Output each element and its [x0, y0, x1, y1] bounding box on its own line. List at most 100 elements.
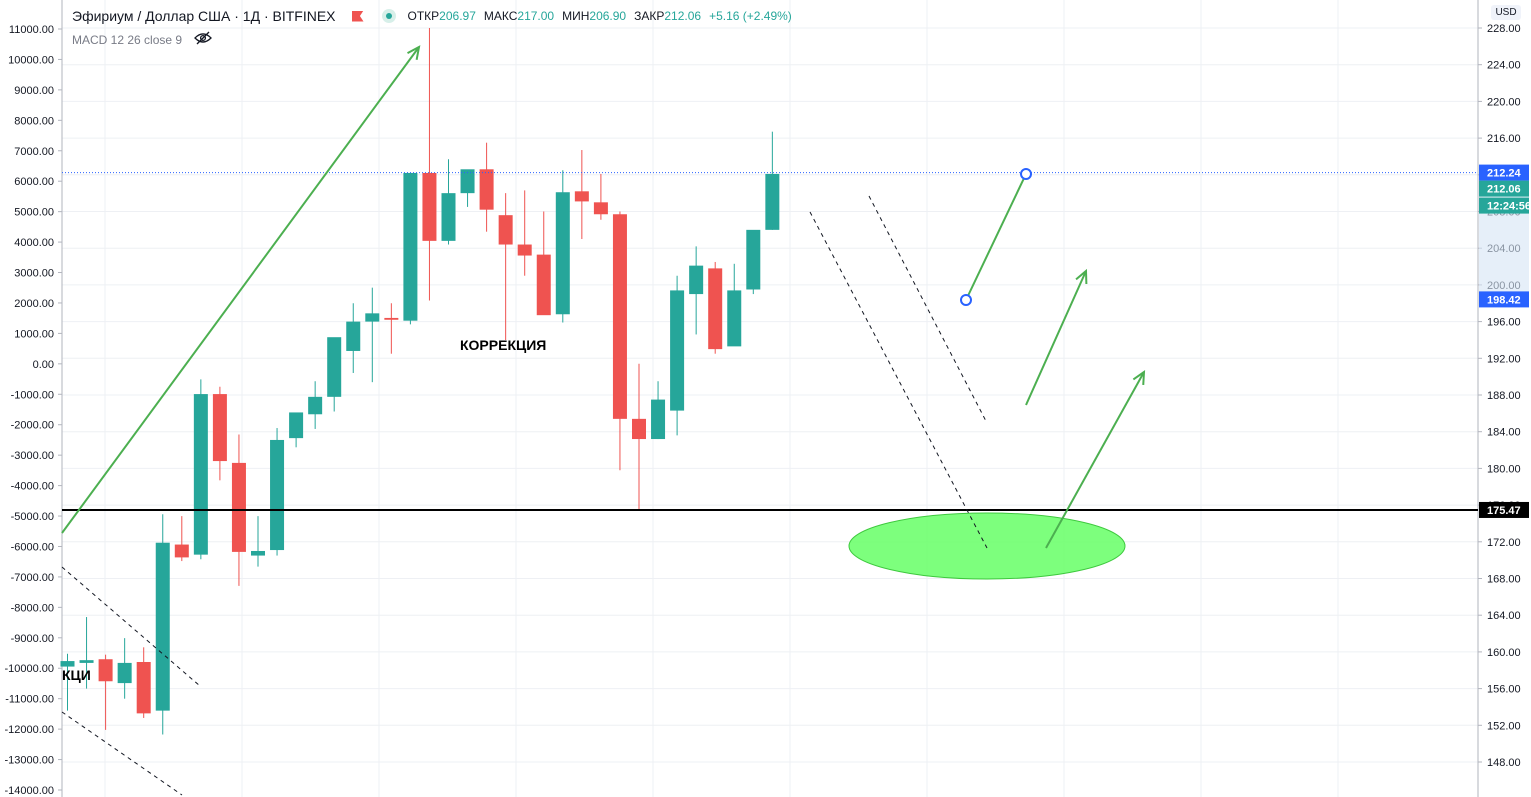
close-badge: 212.06	[1479, 180, 1529, 197]
target-line	[965, 173, 1027, 301]
last-price-badge-bg	[1479, 164, 1529, 181]
close-value: 212.06	[664, 9, 702, 23]
indicator-label[interactable]: MACD 12 26 close 9	[72, 32, 183, 47]
close-badge-bg	[1479, 180, 1529, 197]
macd-tick-label: 9000.00	[14, 85, 54, 97]
macd-tick-label: -5000.00	[11, 511, 54, 523]
price-tick-label: 168.00	[1487, 574, 1521, 586]
price-tick-label: 216.00	[1487, 133, 1521, 145]
arrow-head	[407, 45, 421, 60]
dashed-trend-line	[868, 195, 988, 424]
ohlc-values: ОТКР206.97 МАКС217.00 МИН206.90 ЗАКР212.…	[408, 9, 792, 23]
candle-down	[536, 254, 551, 316]
arrow-shaft	[1025, 270, 1087, 406]
macd-tick-label: 10000.00	[8, 54, 54, 66]
price-tick-label: 228.00	[1487, 23, 1521, 35]
close-label: ЗАКР	[634, 9, 665, 23]
candle-up	[555, 192, 570, 315]
marker-badge: 198.42	[1479, 291, 1529, 308]
support-badge-text: 175.47	[1487, 505, 1521, 517]
symbol-title[interactable]: Эфириум / Доллар США · 1Д · BITFINEX	[72, 8, 336, 24]
macd-tick-label: 4000.00	[14, 237, 54, 249]
macd-axis: 11000.00 10000.00 9000.00 8000.00 7000.00 600…	[4, 0, 63, 797]
price-tick-label: 156.00	[1487, 684, 1521, 696]
macd-tick-label: -1000.00	[11, 389, 54, 401]
price-tick-label: 184.00	[1487, 427, 1521, 439]
price-tick-label: 152.00	[1487, 720, 1521, 732]
last-price-badge: 212.24	[1479, 164, 1529, 181]
candle-up	[689, 265, 704, 295]
arrow-head	[1132, 369, 1146, 386]
candle-up	[460, 169, 475, 194]
candle-up	[346, 321, 361, 351]
candle-down	[593, 202, 608, 215]
candle-down	[479, 169, 494, 210]
macd-tick-label: 2000.00	[14, 298, 54, 310]
market-status-icon	[381, 9, 396, 23]
correction-label: КОРРЕКЦИЯ	[460, 337, 546, 353]
forecast-arrow	[1025, 268, 1088, 406]
candle-down	[498, 215, 513, 245]
price-tick-label: 148.00	[1487, 757, 1521, 769]
price-tick-label: 192.00	[1487, 353, 1521, 365]
candle-down	[174, 544, 189, 558]
candle-up	[651, 399, 666, 440]
eye-off-icon[interactable]	[194, 31, 212, 48]
candle-up	[251, 550, 265, 556]
candle-up	[117, 662, 132, 684]
candle-up	[193, 394, 208, 555]
candle-up	[746, 229, 761, 290]
candle-up	[327, 337, 342, 397]
high-value: 217.00	[517, 9, 555, 23]
macd-tick-label: 8000.00	[14, 115, 54, 127]
marker-badge-bg	[1479, 291, 1529, 308]
candle-down	[574, 191, 589, 202]
price-tick-label: 164.00	[1487, 610, 1521, 622]
macd-tick-label: 3000.00	[14, 268, 54, 280]
chart-header: Эфириум / Доллар США · 1Д · BITFINEX ОТК…	[72, 6, 792, 26]
candle-up	[270, 439, 285, 551]
support-zone	[848, 512, 1126, 580]
candle-up	[441, 193, 456, 241]
dashed-trend-line	[61, 711, 183, 796]
flag-icon[interactable]	[351, 10, 364, 22]
macd-tick-label: -9000.00	[11, 633, 54, 645]
currency-label[interactable]: USD	[1491, 5, 1521, 20]
price-tick-label: 220.00	[1487, 96, 1521, 108]
candle-down	[632, 418, 646, 440]
candle-up	[765, 173, 780, 230]
candle-up	[155, 542, 170, 711]
candle-down	[231, 462, 246, 552]
macd-tick-label: -7000.00	[11, 572, 54, 584]
macd-tick-label: 6000.00	[14, 176, 54, 188]
candle-down	[422, 172, 437, 241]
macd-tick-label: -8000.00	[11, 602, 54, 614]
dashed-trend-line	[61, 566, 201, 687]
macd-tick-label: -3000.00	[11, 450, 54, 462]
candle-up	[365, 313, 380, 322]
marker-badge-text: 198.42	[1487, 294, 1521, 306]
low-label: МИН	[562, 9, 590, 23]
candle-down	[384, 317, 399, 320]
macd-tick-label: -14000.00	[4, 785, 54, 797]
indicator-legend[interactable]: MACD 12 26 close 9	[72, 31, 212, 48]
correction-label-partial: КЦИ	[62, 667, 91, 683]
forecast-arrow	[1045, 369, 1146, 549]
candle-down	[708, 268, 723, 350]
arrow-shaft	[1045, 371, 1145, 549]
macd-tick-label: 5000.00	[14, 207, 54, 219]
candle-up	[289, 412, 304, 439]
arrow-shaft	[61, 46, 420, 534]
price-tick-label: 160.00	[1487, 647, 1521, 659]
last-price-badge-text: 212.24	[1487, 168, 1522, 180]
support-badge-bg	[1479, 501, 1529, 518]
countdown-badge-text: 12:24:56	[1487, 201, 1531, 213]
macd-tick-label: -10000.00	[4, 663, 54, 675]
macd-tick-label: -13000.00	[4, 755, 54, 767]
countdown-badge: 12:24:56	[1479, 197, 1531, 214]
candle-up	[79, 660, 94, 663]
macd-tick-label: 0.00	[33, 359, 54, 371]
change-value: +5.16 (+2.49%)	[709, 9, 792, 23]
macd-tick-label: -2000.00	[11, 420, 54, 432]
